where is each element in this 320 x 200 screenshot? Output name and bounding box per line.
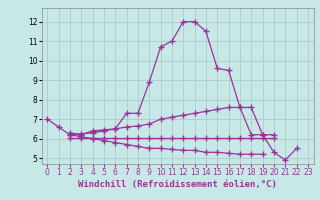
X-axis label: Windchill (Refroidissement éolien,°C): Windchill (Refroidissement éolien,°C) — [78, 180, 277, 189]
